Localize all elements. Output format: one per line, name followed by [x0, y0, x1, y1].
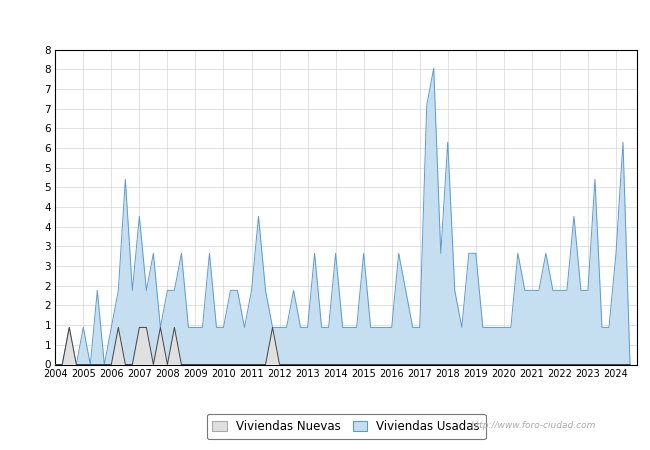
Text: Vega de Valcarce - Evolucion del Nº de Transacciones Inmobiliarias: Vega de Valcarce - Evolucion del Nº de T…: [74, 16, 576, 29]
Legend: Viviendas Nuevas, Viviendas Usadas: Viviendas Nuevas, Viviendas Usadas: [207, 414, 486, 439]
Text: http://www.foro-ciudad.com: http://www.foro-ciudad.com: [471, 421, 595, 430]
